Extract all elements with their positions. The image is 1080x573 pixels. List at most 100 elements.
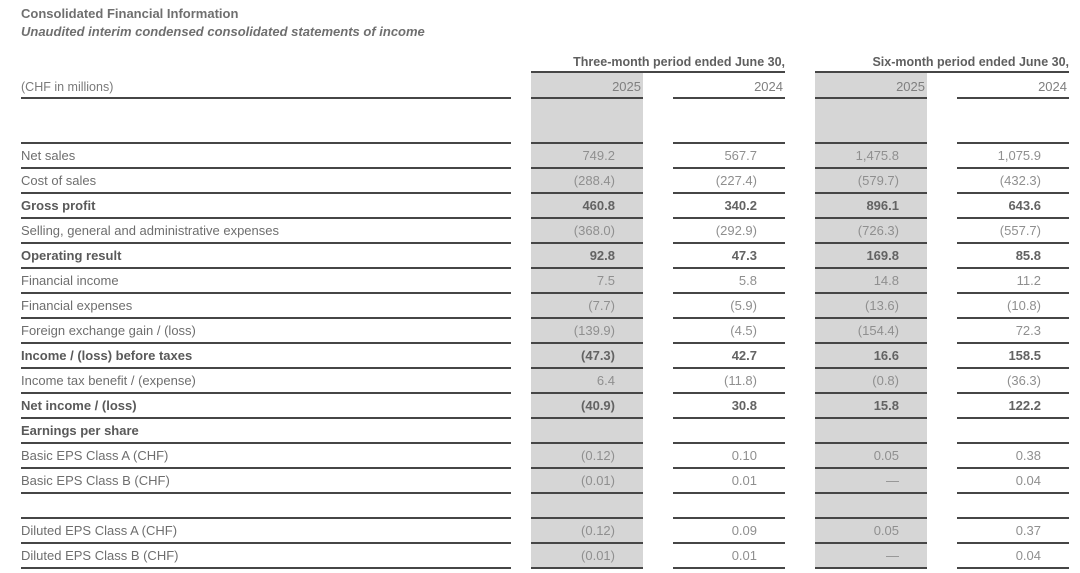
table-row: Financial expenses (7.7) (5.9) (13.6) (10.8) bbox=[21, 294, 1080, 319]
table-row: Diluted EPS Class A (CHF) (0.12) 0.09 0.05 0… bbox=[21, 519, 1080, 544]
spacer-value-cell bbox=[531, 99, 643, 144]
value-cell: (368.0) bbox=[531, 219, 643, 244]
value-cell: 14.8 bbox=[815, 269, 927, 294]
value-cell: 0.05 bbox=[815, 444, 927, 469]
value-cell: (36.3) bbox=[957, 369, 1069, 394]
value-cell: 0.04 bbox=[957, 469, 1069, 494]
table-row: Operating result 92.8 47.3 169.8 85.8 bbox=[21, 244, 1080, 269]
value-cell: 5.8 bbox=[673, 269, 785, 294]
value-cell: 1,075.9 bbox=[957, 144, 1069, 169]
six-month-period-header: Six-month period ended June 30, bbox=[815, 55, 1069, 73]
value-cell: 16.6 bbox=[815, 344, 927, 369]
value-cell: (4.5) bbox=[673, 319, 785, 344]
value-cell: (5.9) bbox=[673, 294, 785, 319]
year-header-row: (CHF in millions) 2025 2024 2025 2024 bbox=[21, 73, 1080, 99]
year-col-six-month-2024: 2024 bbox=[957, 73, 1069, 99]
year-col-six-month-2025: 2025 bbox=[815, 73, 927, 99]
value-cell: 11.2 bbox=[957, 269, 1069, 294]
row-label: Selling, general and administrative expe… bbox=[21, 219, 511, 244]
value-cell: 42.7 bbox=[673, 344, 785, 369]
value-cell: 7.5 bbox=[531, 269, 643, 294]
table-row: Income tax benefit / (expense) 6.4 (11.8) (… bbox=[21, 369, 1080, 394]
table-row: Income / (loss) before taxes (47.3) 42.7 16… bbox=[21, 344, 1080, 369]
row-label: Diluted EPS Class B (CHF) bbox=[21, 544, 511, 569]
row-label: Financial expenses bbox=[21, 294, 511, 319]
value-cell: (13.6) bbox=[815, 294, 927, 319]
unit-label: (CHF in millions) bbox=[21, 73, 511, 99]
value-cell: (227.4) bbox=[673, 169, 785, 194]
income-statement-table: Three-month period ended June 30, Six-mo… bbox=[21, 55, 1080, 569]
table-row: Diluted EPS Class B (CHF) (0.01) 0.01 — 0.04 bbox=[21, 544, 1080, 569]
value-cell: 0.05 bbox=[815, 519, 927, 544]
value-cell: 0.10 bbox=[673, 444, 785, 469]
header-lead-spacer bbox=[21, 55, 511, 73]
value-cell: 0.01 bbox=[673, 469, 785, 494]
value-cell bbox=[673, 419, 785, 444]
value-cell: 122.2 bbox=[957, 394, 1069, 419]
spacer-label-cell bbox=[21, 99, 511, 144]
value-cell bbox=[531, 419, 643, 444]
value-cell: 0.01 bbox=[673, 544, 785, 569]
spacer-value-cell bbox=[673, 99, 785, 144]
spacer-value-cell bbox=[531, 494, 643, 519]
row-label: Diluted EPS Class A (CHF) bbox=[21, 519, 511, 544]
value-cell: (40.9) bbox=[531, 394, 643, 419]
value-cell: (11.8) bbox=[673, 369, 785, 394]
value-cell: 47.3 bbox=[673, 244, 785, 269]
table-row: Selling, general and administrative expe… bbox=[21, 219, 1080, 244]
value-cell: 0.09 bbox=[673, 519, 785, 544]
value-cell: (292.9) bbox=[673, 219, 785, 244]
value-cell: (726.3) bbox=[815, 219, 927, 244]
row-label: Foreign exchange gain / (loss) bbox=[21, 319, 511, 344]
period-group-header-row: Three-month period ended June 30, Six-mo… bbox=[21, 55, 1080, 73]
value-cell: (432.3) bbox=[957, 169, 1069, 194]
row-label: Operating result bbox=[21, 244, 511, 269]
value-cell: 6.4 bbox=[531, 369, 643, 394]
row-label: Income / (loss) before taxes bbox=[21, 344, 511, 369]
value-cell: (0.8) bbox=[815, 369, 927, 394]
value-cell bbox=[957, 419, 1069, 444]
spacer-value-cell bbox=[815, 494, 927, 519]
value-cell: (0.12) bbox=[531, 444, 643, 469]
value-cell: 0.04 bbox=[957, 544, 1069, 569]
spacer-label-cell bbox=[21, 494, 511, 519]
value-cell: 567.7 bbox=[673, 144, 785, 169]
value-cell: 158.5 bbox=[957, 344, 1069, 369]
row-label: Basic EPS Class B (CHF) bbox=[21, 469, 511, 494]
value-cell: — bbox=[815, 469, 927, 494]
value-cell: 169.8 bbox=[815, 244, 927, 269]
row-label: Gross profit bbox=[21, 194, 511, 219]
page-subtitle: Unaudited interim condensed consolidated… bbox=[21, 24, 425, 39]
year-col-three-month-2024: 2024 bbox=[673, 73, 785, 99]
spacer-value-cell bbox=[815, 99, 927, 144]
three-month-period-header: Three-month period ended June 30, bbox=[531, 55, 785, 73]
value-cell: 896.1 bbox=[815, 194, 927, 219]
value-cell bbox=[815, 419, 927, 444]
value-cell: 85.8 bbox=[957, 244, 1069, 269]
table-body: Net sales 749.2 567.7 1,475.8 1,075.9 Cost of… bbox=[21, 99, 1080, 569]
value-cell: 15.8 bbox=[815, 394, 927, 419]
value-cell: (0.12) bbox=[531, 519, 643, 544]
year-col-three-month-2025: 2025 bbox=[531, 73, 643, 99]
value-cell: (7.7) bbox=[531, 294, 643, 319]
value-cell: 460.8 bbox=[531, 194, 643, 219]
spacer-value-cell bbox=[957, 494, 1069, 519]
table-row: Basic EPS Class B (CHF) (0.01) 0.01 — 0.04 bbox=[21, 469, 1080, 494]
value-cell: 643.6 bbox=[957, 194, 1069, 219]
table-row: Gross profit 460.8 340.2 896.1 643.6 bbox=[21, 194, 1080, 219]
value-cell: (579.7) bbox=[815, 169, 927, 194]
value-cell: (139.9) bbox=[531, 319, 643, 344]
table-row: Foreign exchange gain / (loss) (139.9) (4.… bbox=[21, 319, 1080, 344]
value-cell: (47.3) bbox=[531, 344, 643, 369]
value-cell: — bbox=[815, 544, 927, 569]
value-cell: 340.2 bbox=[673, 194, 785, 219]
value-cell: 0.38 bbox=[957, 444, 1069, 469]
value-cell: (10.8) bbox=[957, 294, 1069, 319]
spacer-row bbox=[21, 494, 1080, 519]
table-row: Basic EPS Class A (CHF) (0.12) 0.10 0.05 0.3… bbox=[21, 444, 1080, 469]
value-cell: (0.01) bbox=[531, 544, 643, 569]
value-cell: 30.8 bbox=[673, 394, 785, 419]
table-row: Net sales 749.2 567.7 1,475.8 1,075.9 bbox=[21, 144, 1080, 169]
value-cell: 92.8 bbox=[531, 244, 643, 269]
